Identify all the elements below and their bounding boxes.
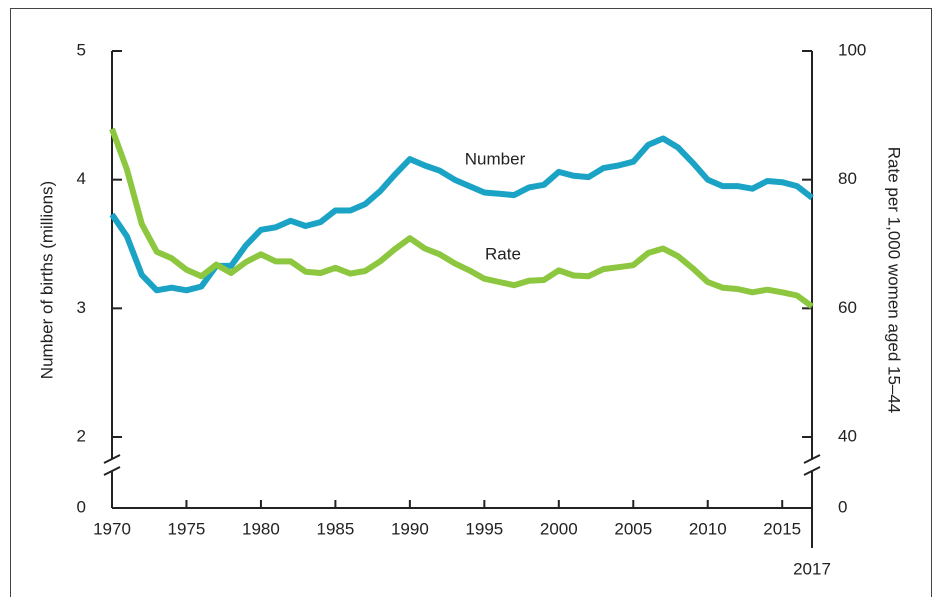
y2-axis-title: Rate per 1,000 women aged 15–44 xyxy=(885,147,904,414)
y-axis-title: Number of births (millions) xyxy=(37,181,56,379)
series-label: Number xyxy=(465,149,526,168)
axis-break xyxy=(803,454,821,464)
x-tick-label: 2010 xyxy=(689,519,727,538)
y2-tick-label: 100 xyxy=(838,40,866,59)
x-tick-label: 1970 xyxy=(93,519,131,538)
x-tick-label: 1980 xyxy=(242,519,280,538)
y2-tick-label: 0 xyxy=(838,497,847,516)
frame xyxy=(10,8,932,597)
x-tick-label: 1995 xyxy=(465,519,503,538)
x-tick-label: 2005 xyxy=(614,519,652,538)
y-tick-label: 5 xyxy=(77,40,86,59)
x-tick-label: 2015 xyxy=(763,519,801,538)
series-line xyxy=(109,127,814,309)
series-line xyxy=(109,135,814,294)
y-tick-label: 4 xyxy=(77,169,86,188)
x-tick-label: 1975 xyxy=(168,519,206,538)
y2-tick-label: 80 xyxy=(838,169,857,188)
axis-break xyxy=(103,466,121,476)
x-tick-label: 1985 xyxy=(316,519,354,538)
y2-tick-label: 40 xyxy=(838,426,857,445)
axis-break xyxy=(803,466,821,476)
x-tick-label: 1990 xyxy=(391,519,429,538)
axis-break xyxy=(103,454,121,464)
x-tick-label: 2000 xyxy=(540,519,578,538)
y-tick-label: 3 xyxy=(77,298,86,317)
x-tick-label: 2017 xyxy=(793,559,831,578)
y-tick-label: 0 xyxy=(77,497,86,516)
y-tick-label: 2 xyxy=(77,426,86,445)
series-label: Rate xyxy=(485,244,521,263)
y2-tick-label: 60 xyxy=(838,298,857,317)
